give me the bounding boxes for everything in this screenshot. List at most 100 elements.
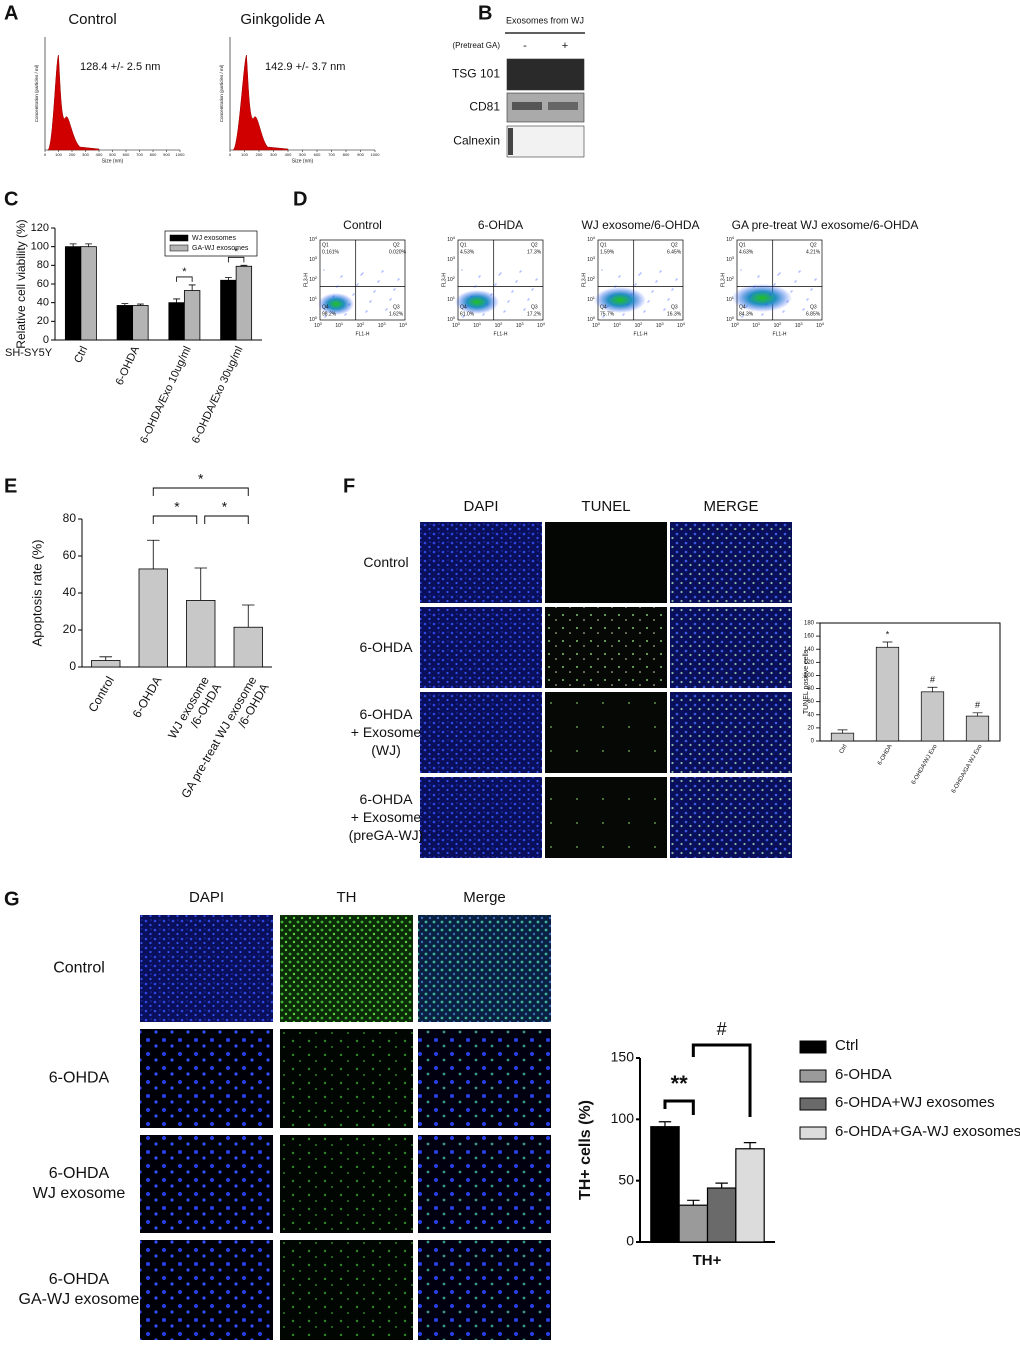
x-tick-label: 100	[452, 321, 461, 329]
event-dot	[750, 295, 752, 297]
tick-base: 10	[335, 323, 341, 329]
event-dot	[532, 288, 534, 290]
tick-base: 10	[726, 257, 732, 263]
quadrant-name: Q4	[460, 304, 467, 310]
event-dot	[463, 315, 465, 317]
tick-exp: 4	[683, 321, 686, 326]
quadrant-value: 75.7%	[600, 311, 615, 317]
significance-bracket	[176, 276, 193, 282]
tick-base: 10	[816, 323, 822, 329]
event-dot	[815, 278, 817, 280]
tick-exp: 3	[521, 321, 524, 326]
x-tick-label: 1000	[371, 152, 381, 157]
event-dot	[754, 285, 756, 287]
significance-label: *	[198, 471, 204, 487]
micrograph	[670, 692, 792, 773]
micrograph	[670, 777, 792, 858]
y-tick-label: 20	[807, 725, 814, 731]
quadrant-name: Q4	[600, 304, 607, 310]
tick-base: 10	[587, 317, 593, 323]
event-dot	[656, 280, 658, 282]
x-tick-label: 500	[299, 152, 306, 157]
event-dot	[503, 311, 505, 313]
event-dot	[504, 310, 506, 312]
micrograph	[280, 1029, 413, 1128]
quadrant-value: 61.0%	[460, 311, 475, 317]
significance-bracket	[227, 256, 245, 263]
micrograph	[280, 1240, 413, 1340]
quadrant-name: Q3	[671, 304, 678, 310]
event-dot	[482, 314, 484, 316]
x-tick-label: 6-OHDA	[130, 674, 165, 720]
event-dot	[634, 284, 636, 286]
tick-base: 10	[309, 317, 315, 323]
event-dot	[618, 276, 620, 278]
x-tick-label: 200	[69, 152, 76, 157]
y-tick-label: 100	[726, 315, 735, 323]
tick-exp: 2	[315, 275, 318, 280]
tick-base: 10	[656, 323, 662, 329]
event-dot	[348, 304, 350, 306]
event-dot	[790, 291, 792, 293]
event-dot	[619, 275, 621, 277]
y-tick-label: 160	[804, 634, 815, 640]
y-tick-label: 101	[726, 295, 735, 303]
x-tick-label: 800	[150, 152, 157, 157]
error-bar	[188, 284, 196, 291]
event-dot	[516, 280, 518, 282]
micrograph	[420, 692, 542, 773]
event-dot	[749, 296, 751, 298]
event-dot	[353, 293, 355, 295]
tick-base: 10	[447, 237, 453, 243]
error-bar	[194, 567, 208, 601]
x-tick-label: 101	[473, 321, 482, 329]
y-tick-label: 102	[587, 275, 596, 283]
y-tick-label: 100	[447, 315, 456, 323]
micrograph	[545, 522, 667, 603]
significance-bracket	[152, 487, 249, 496]
tick-base: 10	[587, 237, 593, 243]
y-tick-label: 104	[726, 235, 735, 243]
tick-base: 10	[795, 323, 801, 329]
tick-base: 10	[309, 277, 315, 283]
nta-curve	[47, 54, 100, 151]
bar	[233, 626, 263, 668]
bar	[875, 646, 900, 742]
event-dot	[799, 270, 801, 272]
x-tick-label: 100	[314, 321, 323, 329]
quadrant-value: 0.020%	[389, 249, 407, 255]
y-axis-label: TUNEL positive cells	[803, 649, 810, 714]
y-tick-label: 100	[309, 315, 318, 323]
bar	[706, 1187, 737, 1243]
x-tick-label: 100	[55, 152, 62, 157]
event-dot	[535, 279, 537, 281]
x-tick-label: 6-OHDA/GA WJ Exo	[951, 743, 984, 794]
x-axis-label: FL1-H	[634, 331, 648, 337]
error-bar	[99, 656, 113, 661]
significance-bracket	[152, 515, 198, 524]
event-dot	[511, 291, 513, 293]
event-dot	[777, 274, 779, 276]
tick-base: 10	[399, 323, 405, 329]
bar	[830, 732, 855, 742]
y-axis-label: Relative cell viability (%)	[14, 219, 28, 348]
cell-cluster	[318, 293, 354, 315]
bar	[183, 290, 201, 341]
error-bar	[69, 243, 77, 247]
tick-exp: 1	[315, 295, 318, 300]
label-line: + Exosome	[351, 809, 422, 825]
event-dot	[365, 311, 367, 313]
legend-swatch	[799, 1097, 827, 1111]
event-dot	[507, 301, 509, 303]
quadrant-value: 17.2%	[527, 311, 542, 317]
tick-base: 10	[635, 323, 641, 329]
event-dot	[373, 291, 375, 293]
event-dot	[389, 299, 391, 301]
event-dot	[337, 285, 339, 287]
tick-exp: 0	[320, 321, 323, 326]
legend-label: Ctrl	[835, 1037, 859, 1054]
event-dot	[394, 288, 396, 290]
bar	[920, 691, 945, 742]
event-dot	[352, 294, 354, 296]
event-dot	[640, 272, 642, 274]
